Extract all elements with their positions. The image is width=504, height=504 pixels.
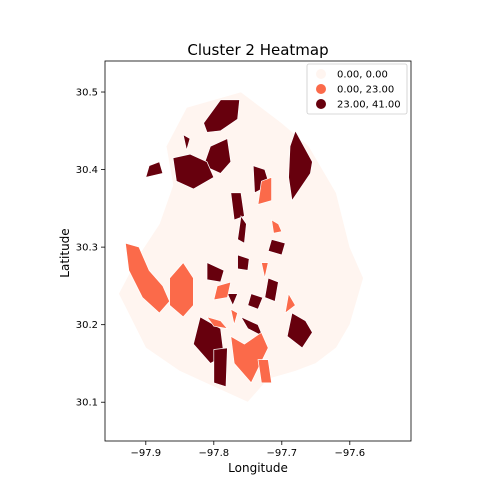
map-region bbox=[284, 292, 296, 314]
map-region bbox=[206, 262, 225, 283]
map-region bbox=[260, 262, 269, 279]
map-regions bbox=[124, 99, 313, 388]
map-region bbox=[264, 277, 279, 302]
y-tick-label: 30.4 bbox=[76, 165, 98, 176]
map-region bbox=[286, 312, 313, 349]
x-tick-label: −97.6 bbox=[334, 448, 365, 459]
legend-box bbox=[306, 63, 408, 115]
map-region bbox=[267, 238, 286, 256]
map-region bbox=[145, 161, 164, 178]
map-region bbox=[172, 153, 215, 190]
map-region bbox=[237, 254, 250, 271]
y-tick-label: 30.3 bbox=[76, 243, 98, 254]
map-region bbox=[213, 281, 232, 301]
map-region bbox=[257, 359, 273, 384]
legend-label: 0.00, 0.00 bbox=[337, 70, 388, 81]
x-tick-label: −97.9 bbox=[130, 448, 161, 459]
y-axis-label: Latitude bbox=[58, 228, 72, 277]
legend-marker bbox=[316, 69, 326, 79]
map-region bbox=[203, 99, 240, 133]
x-tick-label: −97.8 bbox=[198, 448, 229, 459]
map-region bbox=[182, 134, 191, 151]
map-region bbox=[230, 308, 239, 325]
axes-frame bbox=[104, 60, 412, 442]
map-region bbox=[230, 331, 269, 384]
map-region bbox=[257, 176, 272, 205]
legend-marker bbox=[316, 84, 326, 94]
map-region bbox=[230, 192, 245, 221]
map-region bbox=[237, 215, 247, 244]
x-tick-label: −97.7 bbox=[266, 448, 297, 459]
y-axis-ticks: 30.1 30.2 30.3 30.4 30.5 bbox=[76, 88, 105, 409]
y-tick-label: 30.2 bbox=[76, 320, 98, 331]
chart-title: Cluster 2 Heatmap bbox=[187, 41, 328, 59]
map-region bbox=[247, 293, 264, 310]
map-region bbox=[213, 347, 228, 388]
x-axis-ticks: −97.9 −97.8 −97.7 −97.6 bbox=[130, 441, 365, 459]
legend-label: 0.00, 23.00 bbox=[337, 85, 394, 96]
x-axis-label: Longitude bbox=[228, 461, 288, 475]
map-region bbox=[206, 316, 229, 330]
map-region bbox=[226, 293, 239, 307]
map-region bbox=[169, 262, 194, 318]
map-region bbox=[288, 129, 313, 202]
y-tick-label: 30.5 bbox=[76, 88, 98, 99]
y-tick-label: 30.1 bbox=[76, 398, 98, 409]
legend-marker bbox=[316, 99, 326, 109]
map-region bbox=[271, 219, 283, 234]
legend-label: 23.00, 41.00 bbox=[337, 100, 401, 111]
legend: 0.00, 0.00 0.00, 23.00 23.00, 41.00 bbox=[306, 63, 408, 115]
